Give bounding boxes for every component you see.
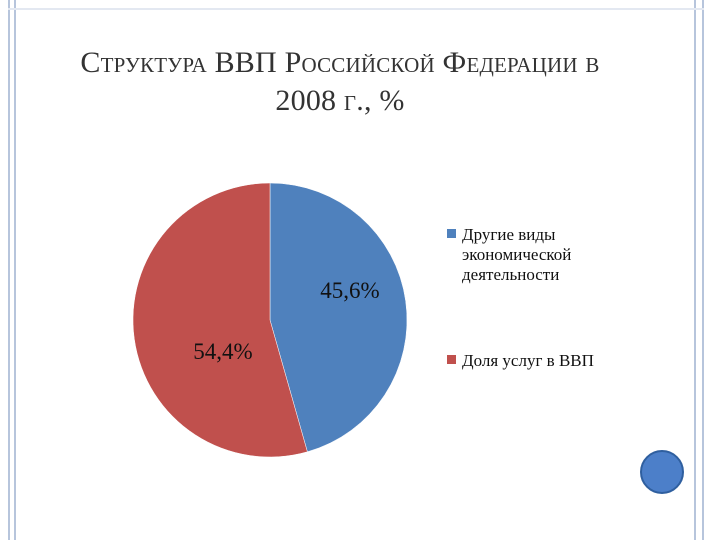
legend-label-1-line-2: экономической <box>462 245 571 264</box>
decorative-circle <box>640 450 684 494</box>
pie-data-labels: 45,6% 54,4% <box>193 278 379 364</box>
legend-swatch-2 <box>447 355 456 364</box>
data-label-1: 45,6% <box>320 278 379 303</box>
slide-frame-right <box>694 0 704 540</box>
slide-frame-left <box>8 0 16 540</box>
pie-slice-2 <box>132 182 308 458</box>
legend-label-2-line-1: Доля услуг в ВВП <box>462 351 594 370</box>
slide-title-line-1: Структура ВВП Российской Федерации в <box>80 46 600 79</box>
pie-slices <box>132 182 408 458</box>
legend-label-1-line-1: Другие виды <box>462 225 556 244</box>
slide-title: Структура ВВП Российской Федерации в 200… <box>30 44 650 120</box>
legend-entry-2: Доля услуг в ВВП <box>447 351 594 370</box>
slide-title-line-2: 2008 г., % <box>275 84 405 117</box>
legend-label-1-line-3: деятельности <box>462 265 559 284</box>
legend-swatch-1 <box>447 229 456 238</box>
pie-slice-1 <box>269 182 408 453</box>
data-label-2: 54,4% <box>193 339 252 364</box>
slide-frame-top <box>8 8 704 10</box>
